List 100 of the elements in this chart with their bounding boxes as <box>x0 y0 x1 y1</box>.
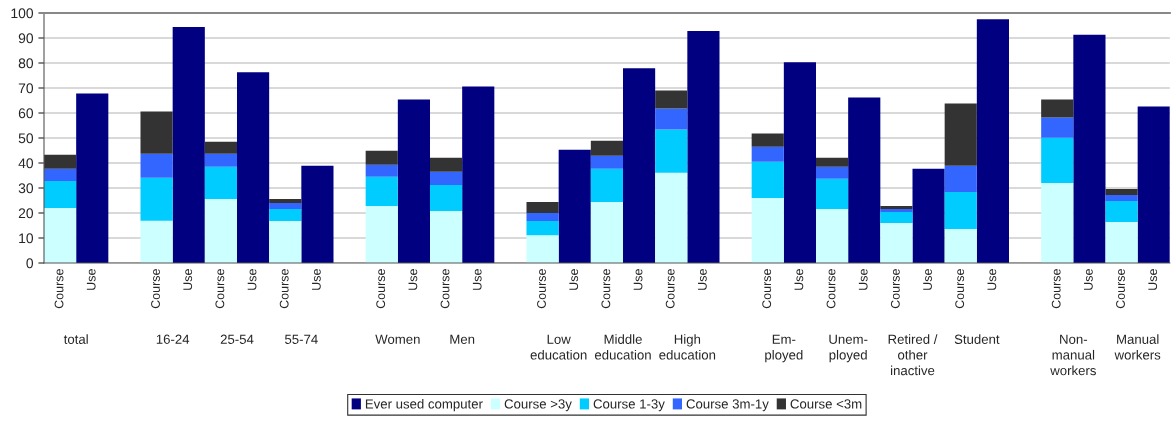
y-tick-label: 90 <box>18 33 34 44</box>
y-tick-label: 20 <box>18 208 34 219</box>
y-tick-label: 80 <box>18 58 34 69</box>
bar <box>880 223 913 263</box>
bar <box>1137 106 1170 263</box>
bar <box>751 161 784 198</box>
bar <box>526 202 559 213</box>
bar <box>269 221 302 263</box>
text: 25-54 <box>220 334 254 344</box>
x-tick-label: Use <box>633 269 643 290</box>
x-tick-label: Use <box>86 269 96 290</box>
bar <box>816 209 849 263</box>
x-tick-label: Course <box>376 269 386 309</box>
bar <box>1041 137 1074 183</box>
bar <box>590 155 623 169</box>
x-tick-label: Use <box>794 269 804 290</box>
x-tick-label: Course <box>54 269 64 309</box>
bar <box>1073 34 1106 263</box>
bar <box>848 97 881 263</box>
bar <box>687 31 720 263</box>
bar <box>140 111 173 154</box>
y-tick-label: 10 <box>19 233 34 244</box>
bar <box>526 221 559 236</box>
bar <box>237 72 270 263</box>
bar <box>590 140 623 156</box>
bar <box>44 168 77 181</box>
x-tick-label: Course <box>537 269 546 309</box>
bar <box>623 68 656 263</box>
y-tick-label: 0 <box>26 258 34 269</box>
legend-label: Ever used computer <box>365 398 483 412</box>
bar <box>655 90 688 109</box>
legend-label: Course >3y <box>504 399 572 412</box>
x-tick-label: Course <box>215 269 225 309</box>
text: High education <box>659 334 716 360</box>
bar <box>816 166 849 179</box>
x-tick-label: Use <box>569 269 579 290</box>
text: Retired / other inactive <box>888 334 938 376</box>
bar <box>1041 117 1074 138</box>
bar <box>140 153 173 178</box>
bar <box>944 103 977 166</box>
x-tick-label: Use <box>987 269 997 290</box>
bar <box>430 211 463 263</box>
legend-label: Course 3m-1y <box>686 399 769 412</box>
bar <box>783 62 816 263</box>
bar <box>204 153 237 167</box>
bar <box>1041 183 1074 263</box>
bar <box>1041 99 1074 118</box>
x-tick-label: Use <box>1148 269 1158 290</box>
bar <box>140 177 173 221</box>
text: Unem- ployed <box>829 334 868 363</box>
text: Manual workers <box>1114 334 1161 360</box>
y-tick-label: 30 <box>18 183 34 194</box>
text: Low education <box>530 334 587 360</box>
x-tick-label: Course <box>762 269 772 309</box>
bar <box>365 150 398 165</box>
bar <box>944 165 977 192</box>
x-tick-label: Use <box>698 269 707 290</box>
bar <box>76 93 109 263</box>
x-tick-label: Use <box>183 269 193 290</box>
bar <box>880 212 913 223</box>
bar <box>1105 201 1138 222</box>
bar <box>269 203 302 209</box>
text: Student <box>954 334 1000 344</box>
bar <box>430 171 463 185</box>
x-tick-label: Course <box>151 269 160 309</box>
bar <box>140 220 173 263</box>
bar <box>944 229 977 263</box>
bar <box>204 166 237 199</box>
bar <box>301 165 334 263</box>
x-tick-label: Use <box>1084 269 1093 290</box>
bar <box>365 164 398 177</box>
bar <box>590 168 623 202</box>
x-tick-label: Use <box>923 269 932 290</box>
bar <box>655 108 688 130</box>
legend-label: Course <3m <box>790 399 862 409</box>
bar <box>269 209 302 221</box>
bar <box>397 99 430 263</box>
y-tick-label: 50 <box>18 133 34 144</box>
bar <box>462 86 495 263</box>
bar <box>526 213 559 221</box>
x-tick-label: Use <box>247 269 257 290</box>
x-tick-label: Course <box>826 269 836 309</box>
y-tick-label: 100 <box>11 8 34 19</box>
bar <box>172 27 205 263</box>
bar <box>944 192 977 229</box>
x-tick-label: Course <box>440 269 450 309</box>
x-tick-label: Course <box>1051 269 1061 309</box>
x-tick-label: Course <box>890 269 900 309</box>
text: 16-24 <box>156 334 190 344</box>
bar <box>1105 189 1138 195</box>
legend-label: Course 1-3y <box>593 399 665 412</box>
bar <box>1105 222 1138 263</box>
bar <box>1105 195 1138 201</box>
bar <box>558 149 591 263</box>
x-tick-label: Course <box>665 269 675 309</box>
bar <box>751 133 784 147</box>
bar <box>751 198 784 263</box>
text: Women <box>375 334 420 344</box>
bar <box>365 176 398 206</box>
x-tick-label: Course <box>601 269 611 309</box>
